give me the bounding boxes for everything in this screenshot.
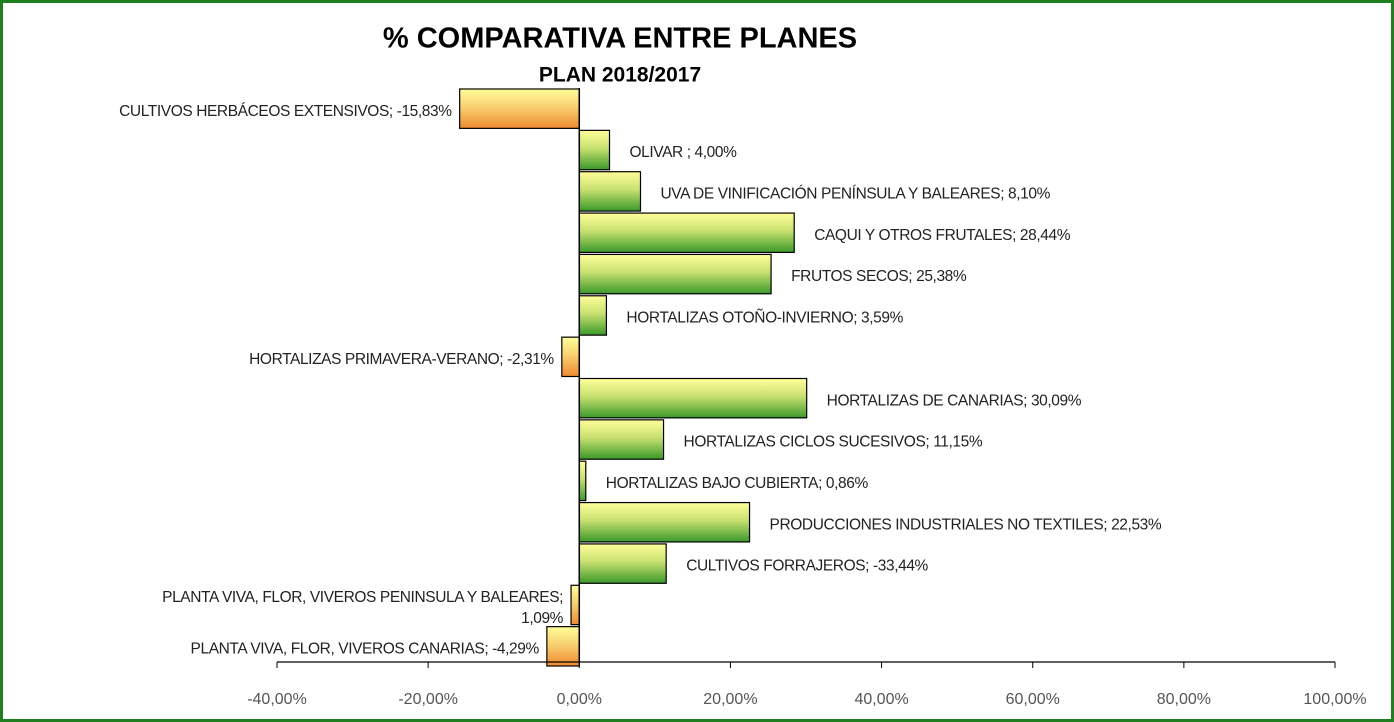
data-label: HORTALIZAS CICLOS SUCESIVOS; 11,15%	[684, 434, 983, 451]
data-label: HORTALIZAS OTOÑO-INVIERNO; 3,59%	[626, 310, 903, 327]
bar	[578, 295, 608, 336]
data-label: PLANTA VIVA, FLOR, VIVEROS CANARIAS; -4,…	[191, 640, 540, 657]
data-label: HORTALIZAS DE CANARIAS; 30,09%	[827, 392, 1082, 409]
data-label: UVA DE VINIFICACIÓN PENÍNSULA Y BALEARES…	[660, 185, 1050, 202]
bar	[459, 88, 580, 129]
chart-title: % COMPARATIVA ENTRE PLANES	[383, 23, 857, 55]
x-tick-label: 0,00%	[557, 691, 602, 708]
data-label: HORTALIZAS PRIMAVERA-VERANO; -2,31%	[249, 351, 554, 368]
bar	[546, 626, 580, 667]
data-label: HORTALIZAS BAJO CUBIERTA; 0,86%	[606, 475, 869, 492]
bar	[561, 336, 580, 378]
chart-subtitle: PLAN 2018/2017	[539, 64, 701, 87]
x-tick-label: -20,00%	[398, 691, 458, 708]
bar	[578, 212, 795, 254]
data-label: CAQUI Y OTROS FRUTALES; 28,44%	[814, 227, 1071, 244]
x-tick-label: 40,00%	[854, 691, 908, 708]
data-label: CULTIVOS FORRAJEROS; -33,44%	[686, 558, 928, 575]
x-tick-label: -40,00%	[247, 691, 307, 708]
bar	[578, 171, 642, 212]
x-tick-label: 60,00%	[1006, 691, 1060, 708]
data-label: PLANTA VIVA, FLOR, VIVEROS PENINSULA Y B…	[162, 589, 564, 627]
data-label: OLIVAR ; 4,00%	[630, 144, 738, 161]
x-tick-label: 80,00%	[1157, 691, 1211, 708]
bar	[570, 584, 580, 626]
data-label: PRODUCCIONES INDUSTRIALES NO TEXTILES; 2…	[770, 516, 1162, 533]
bar	[578, 460, 587, 502]
bar	[578, 377, 808, 419]
bar	[578, 253, 772, 295]
bar	[578, 543, 667, 584]
data-label: FRUTOS SECOS; 25,38%	[791, 268, 967, 285]
x-tick-label: 20,00%	[703, 691, 757, 708]
bar	[578, 419, 665, 460]
x-tick-label: 100,00%	[1303, 691, 1366, 708]
bar	[578, 501, 751, 543]
data-label: CULTIVOS HERBÁCEOS EXTENSIVOS; -15,83%	[119, 103, 452, 120]
bar	[578, 129, 611, 171]
